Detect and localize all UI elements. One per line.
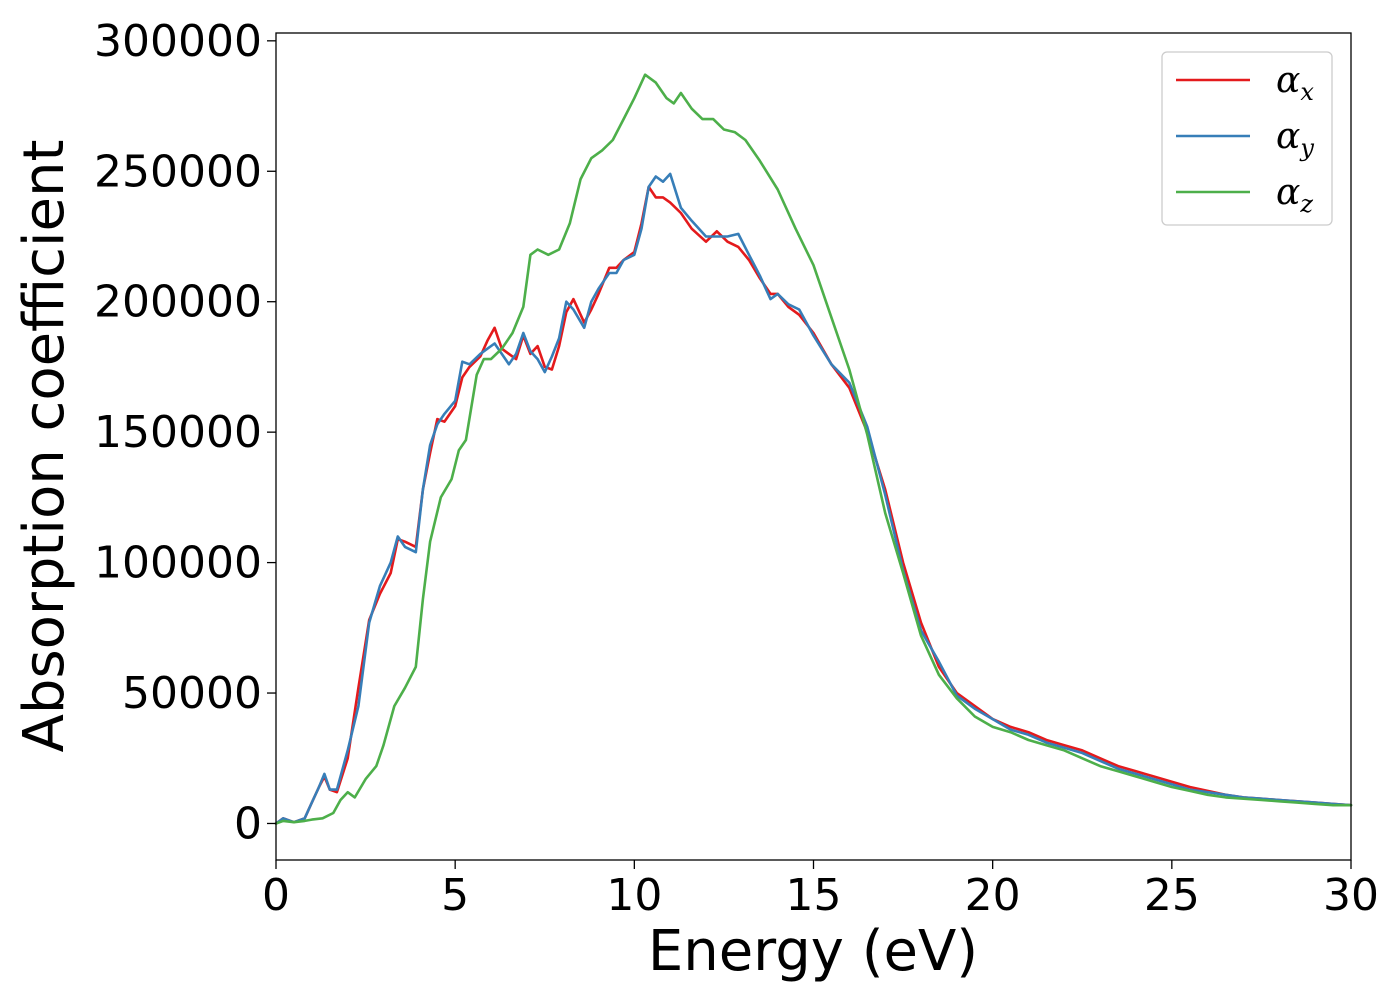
x-tick-label: 30 (1323, 870, 1379, 921)
x-tick-label: 5 (441, 870, 469, 921)
legend-subscript: y (1299, 134, 1314, 162)
x-tick-label: 10 (606, 870, 662, 921)
legend-symbol: α (1276, 116, 1300, 157)
series-layer (274, 73, 1353, 825)
series-line-y (274, 172, 1353, 825)
legend-label-y: αy (1276, 116, 1314, 162)
legend-subscript: z (1299, 190, 1313, 218)
legend-symbol: α (1276, 172, 1300, 213)
y-tick-label: 200000 (94, 277, 262, 328)
legend-symbol: α (1276, 60, 1300, 101)
x-tick-label: 0 (262, 870, 290, 921)
legend-label-z: αz (1276, 172, 1313, 218)
legend-box (1161, 51, 1333, 226)
y-tick-label: 100000 (94, 538, 262, 589)
y-tick-label: 250000 (94, 146, 262, 197)
y-tick-label: 50000 (122, 668, 262, 719)
x-axis-title: Energy (eV) (648, 919, 978, 984)
y-tick-label: 0 (234, 798, 262, 849)
x-axis: 0 5 10 15 20 25 30 (262, 860, 1379, 921)
y-axis: 0 50000 100000 150000 200000 250000 300000 (94, 16, 276, 849)
legend-label-x: αx (1276, 60, 1314, 106)
legend-subscript: x (1300, 78, 1314, 106)
y-tick-label: 150000 (94, 407, 262, 458)
y-tick-label: 300000 (94, 16, 262, 67)
y-axis-title: Absorption coefficient (12, 140, 77, 753)
x-tick-label: 20 (965, 870, 1021, 921)
series-line-z (274, 73, 1353, 825)
x-tick-label: 15 (786, 870, 842, 921)
x-tick-label: 25 (1144, 870, 1200, 921)
